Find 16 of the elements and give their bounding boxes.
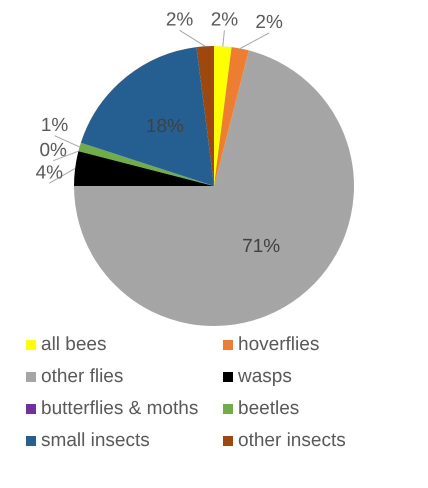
data-label: 2% bbox=[210, 10, 238, 31]
legend-label: beetles bbox=[238, 398, 300, 420]
data-label: 71% bbox=[242, 236, 280, 258]
legend-label: other insects bbox=[238, 430, 346, 452]
data-label: 4% bbox=[36, 162, 64, 184]
legend-label: butterflies & moths bbox=[41, 398, 198, 420]
legend-label: all bees bbox=[41, 334, 106, 356]
text: 0% bbox=[39, 140, 67, 161]
legend-label: small insects bbox=[41, 430, 150, 452]
legend-label: wasps bbox=[238, 366, 292, 388]
legend-label: other flies bbox=[41, 366, 124, 388]
data-label: 2% bbox=[166, 10, 194, 31]
data-label: 18% bbox=[146, 116, 184, 137]
legend-label: hoverflies bbox=[238, 334, 320, 356]
data-label: 2% bbox=[255, 12, 283, 34]
data-label: 1% bbox=[40, 114, 68, 136]
